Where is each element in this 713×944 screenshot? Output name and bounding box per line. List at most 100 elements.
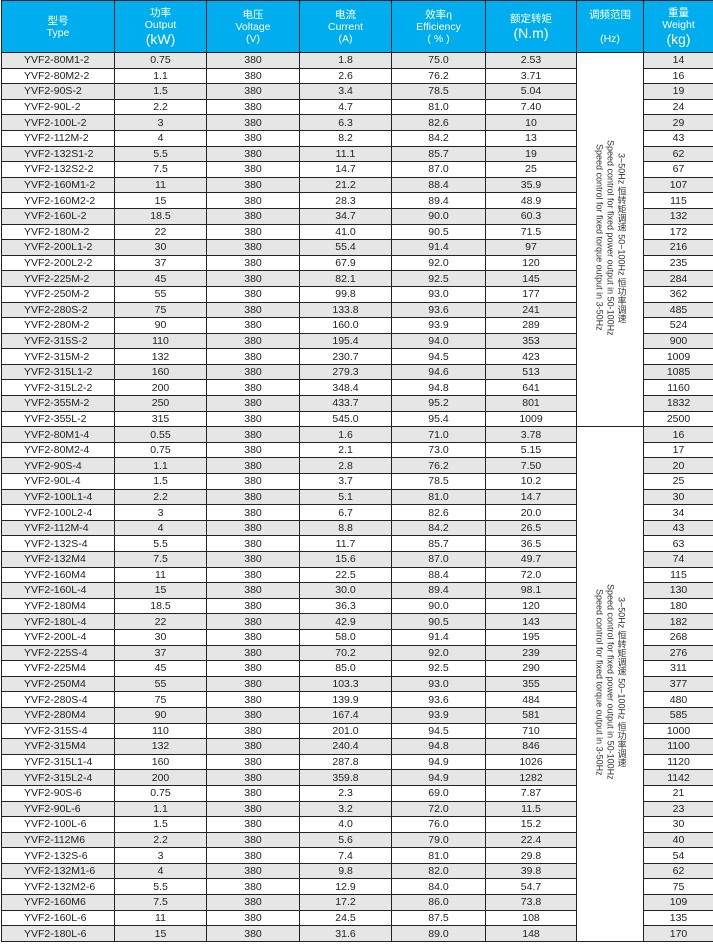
range-line: Speed control for fixed torque output in… [594,144,605,331]
cell-efficiency: 93.9 [391,706,486,724]
cell-weight: 1085 [643,363,713,381]
cell-voltage: 380 [206,348,300,365]
cell-type: YVF2-355L-2 [1,410,115,428]
cell-efficiency: 92.0 [391,254,486,272]
table-row: YVF2-80M1-4 0.55 380 1.6 71.0 3.78 3~50Hz 恒转矩调… [1,426,713,942]
cell-voltage: 380 [206,862,300,880]
cell-torque: 11.5 [485,800,577,818]
cell-weight: 75 [643,878,713,896]
table-row: YVF2-355L-2 315 380 545.0 95.4 1009 2500 [1,410,713,428]
table-row: YVF2-90S-6 0.75 380 2.3 69.0 7.87 21 [1,784,713,802]
cell-torque: 239 [485,644,577,662]
cell-current: 348.4 [299,379,392,397]
table-row: YVF2-180L-4 22 380 42.9 90.5 143 182 [1,613,713,630]
cell-torque: 108 [485,909,577,927]
cell-type: YVF2-200L1-2 [1,239,115,256]
cell-type: YVF2-180M-2 [1,223,115,241]
cell-efficiency: 84.2 [391,129,486,147]
cell-current: 2.6 [299,67,392,85]
cell-current: 4.0 [299,816,392,833]
table-row: YVF2-80M1-2 0.75 380 1.8 75.0 2.53 3~50Hz 恒转矩调… [1,51,713,428]
cell-weight: 182 [643,613,713,630]
range-text: 3~50Hz 恒转矩调速 50~100Hz 恒功率调速 Speed control… [594,584,627,780]
table-row: YVF2-280M-2 90 380 160.0 93.9 289 524 [1,317,713,334]
cell-current: 1.6 [299,426,392,443]
cell-output: 30 [114,239,207,256]
cell-efficiency: 84.0 [391,878,486,896]
cell-current: 433.7 [299,395,392,412]
cell-efficiency: 94.5 [391,348,486,365]
cell-current: 3.7 [299,473,392,490]
cell-current: 279.3 [299,363,392,381]
table-row: YVF2-90L-6 1.1 380 3.2 72.0 11.5 23 [1,800,713,818]
cell-current: 15.6 [299,551,392,568]
cell-voltage: 380 [206,613,300,630]
cell-efficiency: 91.4 [391,628,486,646]
cell-weight: 14 [643,52,713,69]
cell-weight: 480 [643,691,713,708]
cell-type: YVF2-160L-2 [1,207,115,225]
cell-torque: 5.04 [485,83,577,100]
table-row: YVF2-250M-2 55 380 99.8 93.0 177 362 [1,285,713,303]
cell-efficiency: 94.6 [391,363,486,381]
cell-type: YVF2-200L2-2 [1,254,115,272]
cell-type: YVF2-90L-6 [1,800,115,818]
cell-voltage: 380 [206,894,300,911]
table-row: YVF2-160M6 7.5 380 17.2 86.0 73.8 109 [1,894,713,911]
cell-voltage: 380 [206,753,300,771]
cell-current: 17.2 [299,894,392,911]
cell-output: 2.2 [114,98,207,116]
table-row: YVF2-112M-2 4 380 8.2 84.2 13 43 [1,129,713,147]
cell-voltage: 380 [206,691,300,708]
cell-output: 18.5 [114,207,207,225]
cell-current: 31.6 [299,925,392,942]
cell-torque: 120 [485,597,577,615]
cell-current: 67.9 [299,254,392,272]
cell-efficiency: 78.5 [391,473,486,490]
table-row: YVF2-132S-4 5.5 380 11.7 85.7 36.5 63 [1,535,713,552]
cell-output: 1.1 [114,457,207,475]
cell-voltage: 380 [206,114,300,131]
cell-current: 2.3 [299,784,392,802]
cell-voltage: 380 [206,254,300,272]
cell-efficiency: 89.4 [391,582,486,599]
header-efficiency: 效率η Efficiency( % ) [391,0,486,53]
table-row: YVF2-160L-2 18.5 380 34.7 90.0 60.3 132 [1,207,713,225]
cell-current: 11.7 [299,535,392,552]
cell-torque: 72.0 [485,566,577,584]
cell-voltage: 380 [206,176,300,194]
cell-current: 167.4 [299,706,392,724]
cell-type: YVF2-180M4 [1,597,115,615]
cell-current: 36.3 [299,597,392,615]
cell-current: 3.4 [299,83,392,100]
cell-efficiency: 94.9 [391,769,486,786]
cell-weight: 276 [643,644,713,662]
cell-torque: 15.2 [485,816,577,833]
cell-current: 55.4 [299,239,392,256]
cell-efficiency: 92.5 [391,660,486,677]
cell-weight: 115 [643,566,713,584]
cell-output: 4 [114,129,207,147]
cell-type: YVF2-100L2-4 [1,504,115,521]
cell-torque: 10.2 [485,473,577,490]
cell-output: 3 [114,114,207,131]
cell-voltage: 380 [206,285,300,303]
cell-type: YVF2-90L-4 [1,473,115,490]
cell-weight: 109 [643,894,713,911]
cell-voltage: 380 [206,738,300,755]
cell-current: 82.1 [299,270,392,287]
cell-output: 7.5 [114,161,207,178]
cell-current: 12.9 [299,878,392,896]
cell-type: YVF2-160M2-2 [1,192,115,209]
cell-voltage: 380 [206,332,300,350]
cell-voltage: 380 [206,426,300,443]
cell-weight: 284 [643,270,713,287]
cell-efficiency: 81.0 [391,847,486,864]
cell-current: 58.0 [299,628,392,646]
cell-weight: 130 [643,582,713,599]
header-voltage: 电压 Voltage (V) [206,0,300,53]
cell-torque: 1026 [485,753,577,771]
cell-weight: 172 [643,223,713,241]
cell-current: 24.5 [299,909,392,927]
cell-output: 132 [114,738,207,755]
